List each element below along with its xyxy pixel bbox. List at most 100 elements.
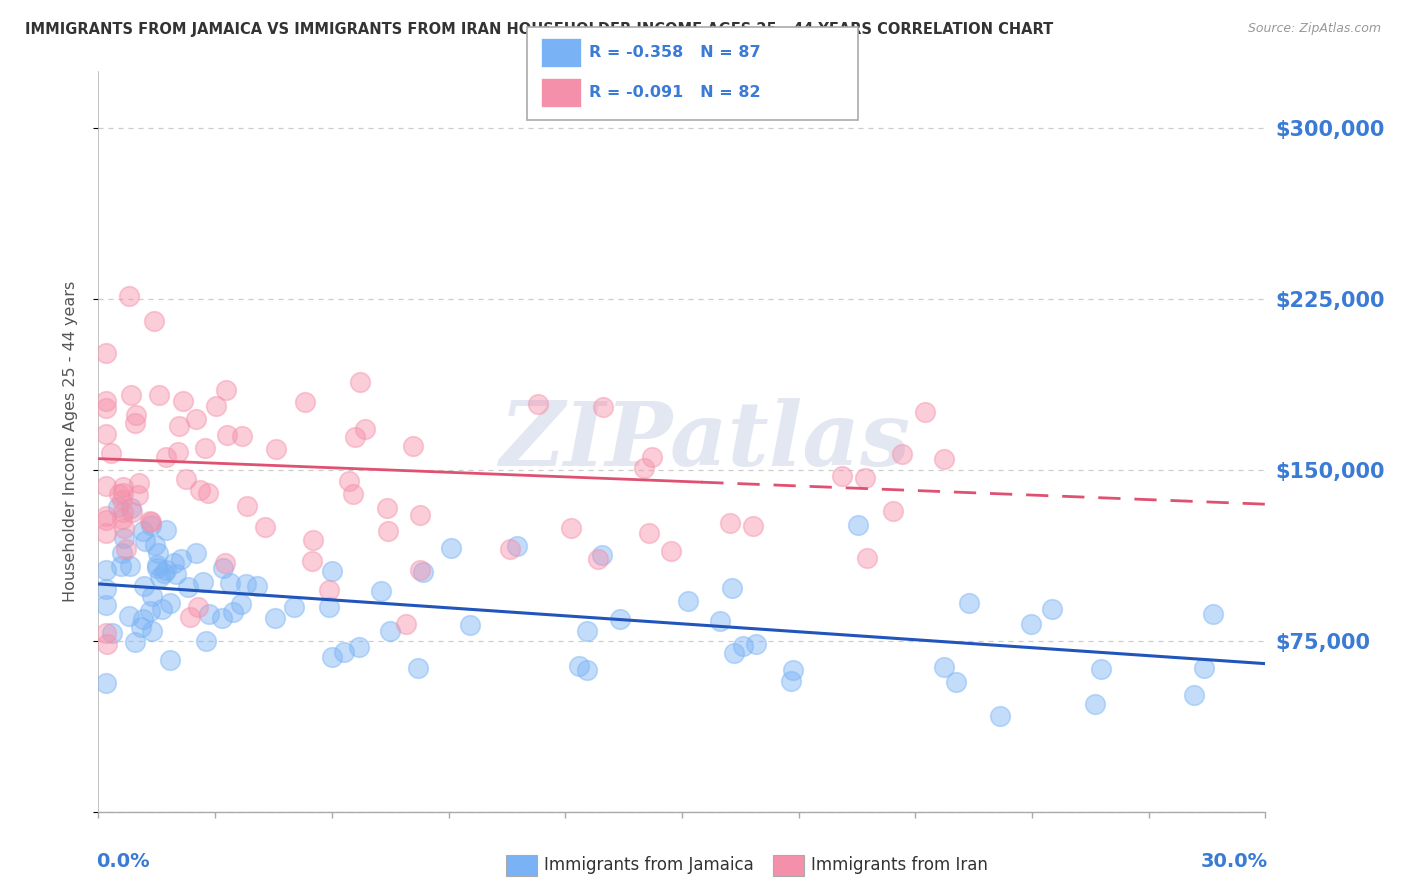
Point: [723, 646, 745, 660]
Point: [294, 394, 316, 409]
Text: Immigrants from Jamaica: Immigrants from Jamaica: [544, 856, 754, 874]
Point: [197, 486, 219, 500]
Point: [218, 576, 240, 591]
Point: [162, 556, 184, 570]
Point: [96, 675, 118, 690]
Point: [143, 538, 166, 552]
Point: [141, 590, 163, 604]
Point: [409, 508, 432, 522]
Point: [96, 637, 118, 651]
Point: [118, 609, 141, 624]
Point: [139, 604, 162, 618]
Point: [124, 635, 146, 649]
Point: [186, 546, 208, 560]
Point: [1084, 697, 1107, 711]
Point: [132, 612, 155, 626]
Point: [153, 566, 176, 580]
Point: [96, 509, 118, 524]
Point: [100, 445, 122, 459]
Point: [321, 649, 343, 664]
Point: [560, 521, 582, 535]
Point: [139, 515, 162, 529]
Point: [111, 493, 134, 508]
Point: [118, 289, 141, 303]
Point: [377, 524, 399, 538]
Point: [132, 578, 155, 592]
Text: 0.0%: 0.0%: [96, 853, 149, 871]
Point: [1090, 662, 1112, 676]
Point: [731, 639, 754, 653]
Point: [96, 426, 118, 441]
Point: [127, 488, 149, 502]
Point: [191, 575, 214, 590]
Point: [349, 375, 371, 389]
Point: [211, 610, 233, 624]
Point: [568, 659, 591, 673]
Point: [932, 660, 955, 674]
Point: [110, 558, 132, 573]
Point: [139, 514, 162, 528]
Point: [1021, 617, 1043, 632]
Point: [402, 439, 425, 453]
Point: [718, 516, 741, 530]
Point: [506, 539, 529, 553]
Point: [1201, 607, 1223, 621]
Point: [148, 545, 170, 559]
Point: [155, 523, 177, 537]
Point: [115, 542, 138, 557]
Point: [167, 418, 190, 433]
Point: [370, 584, 392, 599]
Point: [1040, 602, 1063, 616]
Text: 30.0%: 30.0%: [1201, 853, 1268, 871]
Point: [150, 602, 173, 616]
Point: [112, 521, 135, 535]
Point: [96, 582, 118, 597]
Point: [246, 579, 269, 593]
Point: [1182, 688, 1205, 702]
Point: [146, 561, 169, 575]
Point: [440, 541, 463, 555]
Point: [638, 525, 661, 540]
Point: [659, 544, 682, 558]
Point: [586, 552, 609, 566]
Text: R = -0.091   N = 82: R = -0.091 N = 82: [589, 86, 761, 100]
Point: [721, 581, 744, 595]
Point: [591, 548, 613, 562]
Point: [395, 617, 418, 632]
Point: [882, 504, 904, 518]
Point: [321, 564, 343, 578]
Point: [139, 517, 162, 532]
Point: [112, 531, 135, 545]
Point: [179, 610, 201, 624]
Point: [831, 469, 853, 483]
Point: [302, 533, 325, 547]
Point: [957, 596, 980, 610]
Point: [782, 663, 804, 677]
Point: [633, 460, 655, 475]
Point: [235, 576, 257, 591]
Point: [96, 479, 118, 493]
Text: R = -0.358   N = 87: R = -0.358 N = 87: [589, 45, 761, 60]
Point: [215, 383, 238, 397]
Point: [101, 626, 124, 640]
Point: [253, 520, 276, 534]
Point: [342, 486, 364, 500]
Point: [111, 546, 134, 560]
Point: [165, 566, 187, 581]
Point: [212, 560, 235, 574]
Text: ZIPatlas: ZIPatlas: [499, 399, 911, 484]
Point: [332, 645, 354, 659]
Point: [120, 388, 142, 402]
Point: [155, 563, 177, 577]
Point: [846, 517, 869, 532]
Point: [176, 581, 198, 595]
Point: [134, 534, 156, 549]
Point: [339, 474, 361, 488]
Point: [779, 673, 801, 688]
Point: [222, 605, 245, 619]
Point: [236, 499, 259, 513]
Point: [159, 653, 181, 667]
Point: [107, 500, 129, 514]
Point: [96, 513, 118, 527]
Point: [194, 441, 217, 455]
